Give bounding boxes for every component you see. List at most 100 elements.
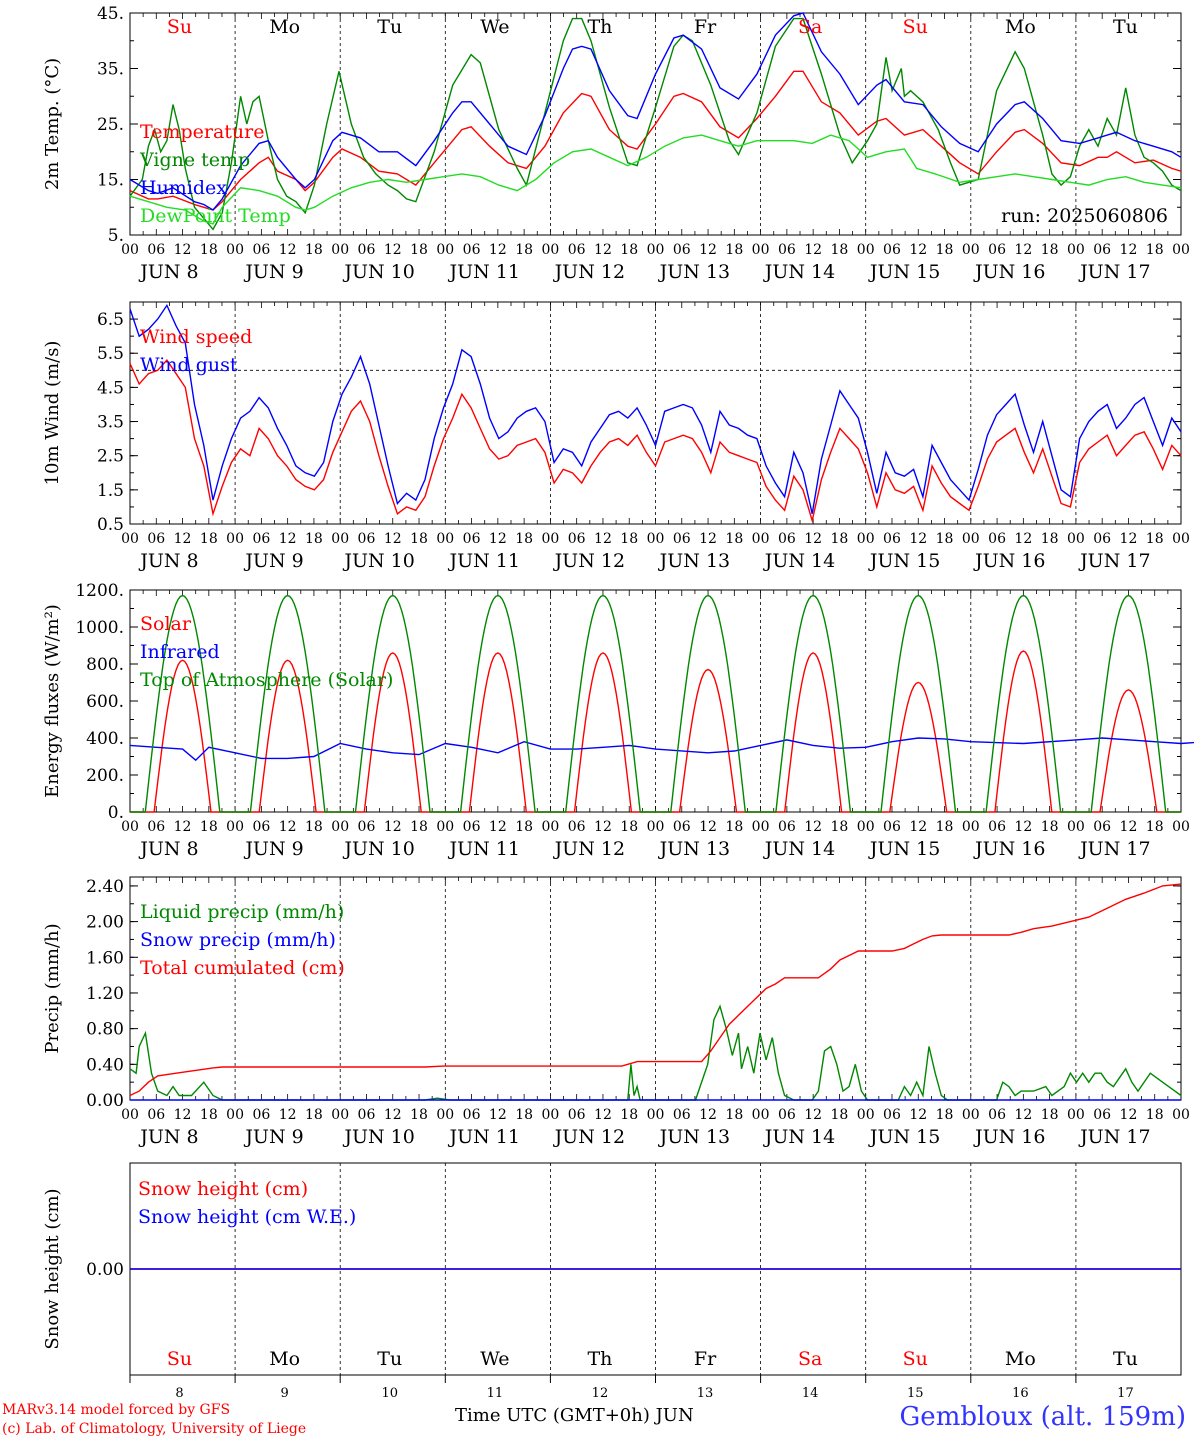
hour-label: 18 [936, 242, 954, 258]
hour-label: 18 [410, 819, 428, 835]
hour-label: 06 [568, 242, 586, 258]
hour-label: 18 [831, 242, 849, 258]
hour-label: 18 [200, 242, 218, 258]
date-label: JUN 11 [447, 261, 519, 283]
hour-label: 00 [226, 819, 244, 835]
hour-label: 18 [620, 242, 638, 258]
hour-label: 12 [1014, 819, 1032, 835]
date-label: JUN 17 [1078, 1126, 1150, 1148]
hour-label: 12 [909, 819, 927, 835]
hour-label: 00 [331, 531, 349, 547]
hour-label: 06 [147, 1107, 165, 1123]
weekday-label: We [480, 16, 509, 38]
hour-label: 18 [515, 242, 533, 258]
y-tick-label: 5. [108, 226, 124, 246]
hour-label: 18 [725, 1107, 743, 1123]
y-tick-label: 400. [86, 729, 124, 749]
hour-label: 12 [489, 1107, 507, 1123]
date-label: JUN 12 [553, 838, 625, 860]
date-label: JUN 11 [447, 550, 519, 572]
hour-label: 00 [1172, 531, 1190, 547]
hour-label: 00 [121, 1107, 139, 1123]
hour-label: 18 [1146, 1107, 1164, 1123]
day-number: 12 [592, 1386, 609, 1401]
y-tick-label: 800. [86, 655, 124, 675]
legend-entry: Snow height (cm) [138, 1178, 308, 1200]
hour-label: 00 [121, 531, 139, 547]
hour-label: 06 [988, 242, 1006, 258]
legend-entry: Vigne temp [139, 149, 250, 171]
weekday-label: Su [167, 16, 192, 38]
y-axis-label: Energy fluxes (W/m²) [42, 604, 63, 798]
hour-label: 12 [1120, 531, 1138, 547]
hour-label: 12 [699, 819, 717, 835]
hour-label: 00 [226, 1107, 244, 1123]
day-number: 16 [1012, 1386, 1029, 1401]
y-tick-label: 200. [86, 766, 124, 786]
hour-label: 06 [673, 242, 691, 258]
y-axis-label: 2m Temp. (°C) [42, 58, 63, 190]
date-label: JUN 11 [447, 1126, 519, 1148]
date-label: JUN 15 [868, 1126, 940, 1148]
weekday-label: Fr [694, 1348, 717, 1370]
hour-label: 12 [174, 531, 192, 547]
day-number: 9 [281, 1386, 289, 1401]
hour-label: 12 [594, 1107, 612, 1123]
y-tick-label: 600. [86, 692, 124, 712]
hour-label: 00 [541, 242, 559, 258]
hour-label: 18 [936, 531, 954, 547]
date-label: JUN 14 [763, 261, 835, 283]
hour-label: 00 [226, 531, 244, 547]
hour-label: 06 [988, 531, 1006, 547]
hour-label: 18 [1041, 531, 1059, 547]
series-line-0 [129, 70, 1182, 211]
date-label: JUN 16 [973, 261, 1045, 283]
hour-label: 06 [463, 531, 481, 547]
date-label: JUN 9 [243, 1126, 303, 1148]
date-label: JUN 14 [763, 838, 835, 860]
hour-label: 18 [410, 242, 428, 258]
hour-label: 00 [962, 819, 980, 835]
hour-label: 06 [1093, 531, 1111, 547]
hour-label: 00 [541, 1107, 559, 1123]
day-number: 10 [381, 1386, 398, 1401]
hour-label: 12 [804, 531, 822, 547]
hour-label: 00 [436, 242, 454, 258]
hour-label: 18 [305, 531, 323, 547]
y-tick-label: 6.5 [97, 310, 124, 330]
hour-label: 12 [594, 242, 612, 258]
hour-label: 06 [463, 1107, 481, 1123]
weekday-label: Th [587, 16, 612, 38]
date-label: JUN 15 [868, 261, 940, 283]
y-tick-label: 45. [97, 4, 124, 24]
hour-label: 18 [515, 1107, 533, 1123]
hour-label: 06 [778, 531, 796, 547]
hour-label: 12 [489, 531, 507, 547]
date-label: JUN 10 [342, 838, 414, 860]
legend-entry: Snow precip (mm/h) [140, 929, 336, 951]
series-line-3 [129, 134, 1182, 225]
weekday-label: Tu [377, 16, 402, 38]
weekday-label: Tu [1113, 1348, 1138, 1370]
y-tick-label: 2.5 [97, 447, 124, 467]
series-line-2 [129, 12, 1182, 211]
hour-label: 00 [1067, 242, 1085, 258]
y-tick-label: 1200. [75, 581, 124, 601]
panel-3 [129, 589, 1194, 813]
legend-entry: Wind gust [140, 354, 238, 376]
hour-label: 06 [1093, 242, 1111, 258]
hour-label: 00 [331, 819, 349, 835]
day-number: 13 [697, 1386, 714, 1401]
run-annotation: run: 2025060806 [1001, 205, 1168, 227]
hour-label: 12 [909, 531, 927, 547]
hour-label: 18 [305, 242, 323, 258]
weekday-label: Mo [269, 16, 300, 38]
hour-label: 00 [962, 531, 980, 547]
day-number: 17 [1117, 1386, 1134, 1401]
hour-label: 18 [515, 819, 533, 835]
hour-label: 06 [358, 531, 376, 547]
day-number: 15 [907, 1386, 924, 1401]
hour-label: 06 [252, 242, 270, 258]
hour-label: 06 [883, 531, 901, 547]
y-tick-label: 0.40 [86, 1055, 124, 1075]
